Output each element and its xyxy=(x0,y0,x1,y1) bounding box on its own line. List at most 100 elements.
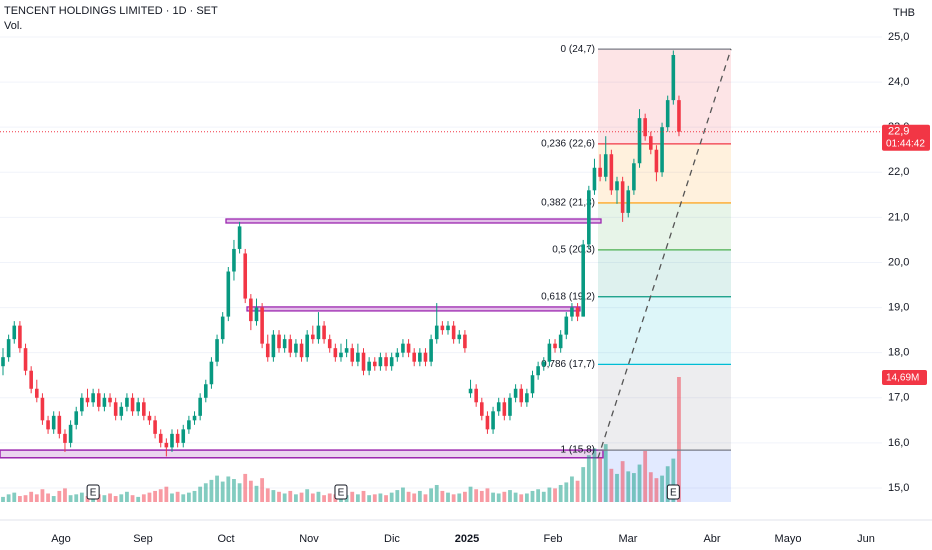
candle-body xyxy=(249,298,253,322)
volume-bar xyxy=(46,493,50,502)
candle-body xyxy=(136,402,140,412)
volume-bar xyxy=(17,496,22,502)
candle-body xyxy=(243,253,248,299)
fib-label: 1 (15,8) xyxy=(561,445,595,456)
volume-bar xyxy=(125,491,129,502)
volume-bar xyxy=(508,490,512,502)
candle-body xyxy=(474,388,478,403)
candle-body xyxy=(34,388,39,398)
volume-bar xyxy=(423,494,428,502)
candle-body xyxy=(547,343,552,362)
x-tick-label: Nov xyxy=(299,533,319,545)
volume-bar xyxy=(40,489,45,502)
candle-body xyxy=(609,154,614,191)
candle-body xyxy=(587,190,591,245)
volume-bar xyxy=(29,491,34,502)
volume-bar xyxy=(164,486,169,502)
y-tick-label: 22,0 xyxy=(888,166,909,178)
candle-body xyxy=(311,334,315,340)
volume-bar xyxy=(361,490,366,502)
volume-bar xyxy=(316,491,321,502)
fib-band xyxy=(598,143,731,203)
event-marker: E xyxy=(90,488,97,499)
volume-bar xyxy=(558,484,563,502)
candle-body xyxy=(480,402,484,416)
trend-line xyxy=(597,48,732,459)
volume-bar xyxy=(192,490,197,502)
volume-bar xyxy=(310,493,315,502)
volume-bar xyxy=(203,483,208,502)
y-tick-label: 24,0 xyxy=(888,76,909,88)
candle-body xyxy=(327,339,332,349)
plot: 0 (24,7) 0,236 (22,6) 0,382 (21,3) 0,5 (20,… xyxy=(0,44,882,500)
candle-body xyxy=(51,415,56,430)
volume-bar xyxy=(186,492,191,502)
candle-body xyxy=(68,424,73,443)
candle-body xyxy=(389,357,394,367)
candle-body xyxy=(80,397,84,412)
x-tick-label: Oct xyxy=(217,533,234,545)
candle-body xyxy=(339,352,343,358)
candle-body xyxy=(378,357,383,367)
volume-bar xyxy=(553,488,557,502)
candle-body xyxy=(74,411,79,425)
candle-body xyxy=(164,442,169,448)
candle-body xyxy=(232,248,236,272)
candle-body xyxy=(102,397,107,407)
x-tick-label: Feb xyxy=(544,533,563,545)
candle-body xyxy=(63,433,67,443)
candle-body xyxy=(581,244,585,317)
last-volume-box xyxy=(882,370,927,385)
candle-body xyxy=(85,397,90,403)
candle-body xyxy=(1,357,5,367)
volume-bar xyxy=(513,492,518,502)
fib-band xyxy=(598,249,731,297)
candle-body xyxy=(29,370,33,389)
volume-bar xyxy=(248,480,253,502)
candle-body xyxy=(282,339,287,349)
candle-body xyxy=(23,348,28,371)
horizontal-level xyxy=(225,218,602,224)
fib-label: 0 (24,7) xyxy=(561,44,595,55)
volume-bar xyxy=(170,493,174,502)
candle-body xyxy=(142,402,146,416)
candle-body xyxy=(536,366,540,376)
volume-bar xyxy=(615,473,619,502)
volume-bar xyxy=(243,473,248,502)
volume-bar xyxy=(631,473,636,502)
candle-body xyxy=(322,325,326,340)
volume-bar xyxy=(74,494,79,502)
candle-body xyxy=(457,334,462,340)
volume-bar xyxy=(277,491,281,502)
candle-body xyxy=(558,334,563,349)
volume-bar xyxy=(378,493,383,502)
volume-bar xyxy=(265,488,270,502)
candle-body xyxy=(113,402,118,416)
volume-bar xyxy=(260,478,265,502)
volume-bar xyxy=(350,491,355,502)
candle-body xyxy=(519,388,524,403)
volume-bar xyxy=(175,491,180,502)
y-tick-label: 15,0 xyxy=(888,482,909,494)
event-box xyxy=(334,484,348,500)
volume-bar xyxy=(226,476,231,502)
candle-body xyxy=(592,167,597,191)
fib-band xyxy=(598,49,731,144)
volume-bar xyxy=(665,466,670,502)
event-marker: E xyxy=(670,488,677,499)
countdown: 01:44:42 xyxy=(886,138,925,149)
candle-body xyxy=(271,334,276,358)
volume-bar xyxy=(581,467,586,502)
fib-label: 0,382 (21,3) xyxy=(541,198,595,209)
x-tick-label: Mayo xyxy=(775,533,802,545)
candle-body xyxy=(254,307,259,322)
volume-bar xyxy=(367,495,372,502)
y-tick-label: 21,0 xyxy=(888,211,909,223)
candle-body xyxy=(18,325,22,349)
volume-bar xyxy=(440,490,445,502)
x-tick-label: Jun xyxy=(857,533,875,545)
candle-body xyxy=(434,325,439,340)
volume-bar xyxy=(68,495,73,502)
candle-body xyxy=(660,127,664,173)
x-tick-label: Mar xyxy=(619,533,638,545)
